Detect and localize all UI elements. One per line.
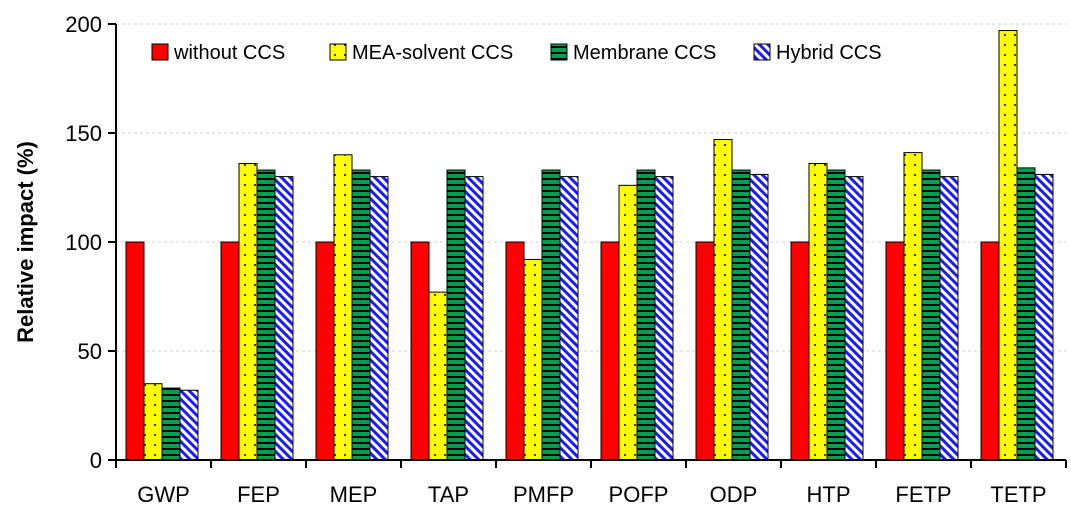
legend-label: Hybrid CCS	[776, 42, 882, 64]
legend-swatch	[151, 43, 169, 61]
x-tick-label: PMFP	[513, 482, 574, 507]
y-tick-label: 200	[65, 12, 102, 37]
bars	[125, 30, 1054, 461]
bar-without-ccs-pmfp	[505, 241, 525, 461]
bar-without-ccs-odp	[695, 241, 715, 461]
bar-membrane-ccs-tap	[446, 169, 466, 461]
x-tick-label: ODP	[710, 482, 758, 507]
bar-membrane-ccs-fep	[256, 169, 276, 461]
bar-without-ccs-tetp	[980, 241, 1000, 461]
bar-membrane-ccs-htp	[826, 169, 846, 461]
legend: without CCS MEA-solvent CCS Membrane CCS Hy…	[151, 42, 882, 64]
bar-without-ccs-pofp	[600, 241, 620, 461]
bar-membrane-ccs-pmfp	[541, 169, 561, 461]
bar-without-ccs-fetp	[885, 241, 905, 461]
bar-hybrid-ccs-pofp	[654, 176, 674, 461]
x-tick-label: POFP	[609, 482, 669, 507]
legend-swatch	[753, 43, 771, 61]
bar-mea-solvent-ccs-mep	[333, 154, 353, 461]
bar-hybrid-ccs-tetp	[1034, 173, 1054, 461]
legend-label: MEA-solvent CCS	[352, 42, 513, 64]
bar-hybrid-ccs-odp	[749, 173, 769, 461]
bar-mea-solvent-ccs-odp	[713, 139, 733, 461]
bar-membrane-ccs-pofp	[636, 169, 656, 461]
bar-membrane-ccs-gwp	[161, 387, 181, 461]
bar-membrane-ccs-fetp	[921, 169, 941, 461]
bar-mea-solvent-ccs-tap	[428, 291, 448, 461]
bar-mea-solvent-ccs-fetp	[903, 152, 923, 461]
bar-membrane-ccs-odp	[731, 169, 751, 461]
bar-without-ccs-gwp	[125, 241, 145, 461]
tick-labels: 0 50 100 150 200 GWP FEP MEP TAP PMFP POFP ODP HTP FE…	[65, 12, 1046, 507]
x-tick-label: FETP	[895, 482, 951, 507]
x-tick-label: TETP	[990, 482, 1046, 507]
y-tick-label: 0	[90, 448, 102, 473]
bar-hybrid-ccs-fetp	[939, 176, 959, 461]
bar-without-ccs-mep	[315, 241, 335, 461]
bar-hybrid-ccs-mep	[369, 176, 389, 461]
bar-mea-solvent-ccs-fep	[238, 163, 258, 461]
bar-mea-solvent-ccs-tetp	[998, 30, 1018, 461]
bar-without-ccs-htp	[790, 241, 810, 461]
x-tick-label: MEP	[330, 482, 378, 507]
x-tick-label: FEP	[237, 482, 280, 507]
bar-hybrid-ccs-fep	[274, 176, 294, 461]
y-tick-label: 50	[78, 339, 102, 364]
y-tick-label: 100	[65, 230, 102, 255]
bar-mea-solvent-ccs-pofp	[618, 184, 638, 461]
y-tick-label: 150	[65, 121, 102, 146]
axes	[108, 23, 1067, 468]
legend-swatch	[329, 43, 347, 61]
y-axis-title: Relative impact (%)	[13, 141, 38, 343]
legend-swatch	[550, 43, 568, 61]
bar-mea-solvent-ccs-pmfp	[523, 258, 543, 461]
bar-mea-solvent-ccs-gwp	[143, 383, 163, 461]
bar-hybrid-ccs-tap	[464, 176, 484, 461]
bar-mea-solvent-ccs-htp	[808, 163, 828, 461]
bar-membrane-ccs-mep	[351, 169, 371, 461]
bar-without-ccs-tap	[410, 241, 430, 461]
bar-membrane-ccs-tetp	[1016, 167, 1036, 461]
legend-label: Membrane CCS	[573, 42, 716, 64]
x-tick-label: GWP	[137, 482, 190, 507]
x-tick-label: TAP	[428, 482, 469, 507]
bar-without-ccs-fep	[220, 241, 240, 461]
bar-hybrid-ccs-pmfp	[559, 176, 579, 461]
legend-label: without CCS	[173, 42, 285, 64]
x-tick-label: HTP	[807, 482, 851, 507]
bar-hybrid-ccs-htp	[844, 176, 864, 461]
bar-hybrid-ccs-gwp	[179, 389, 199, 461]
